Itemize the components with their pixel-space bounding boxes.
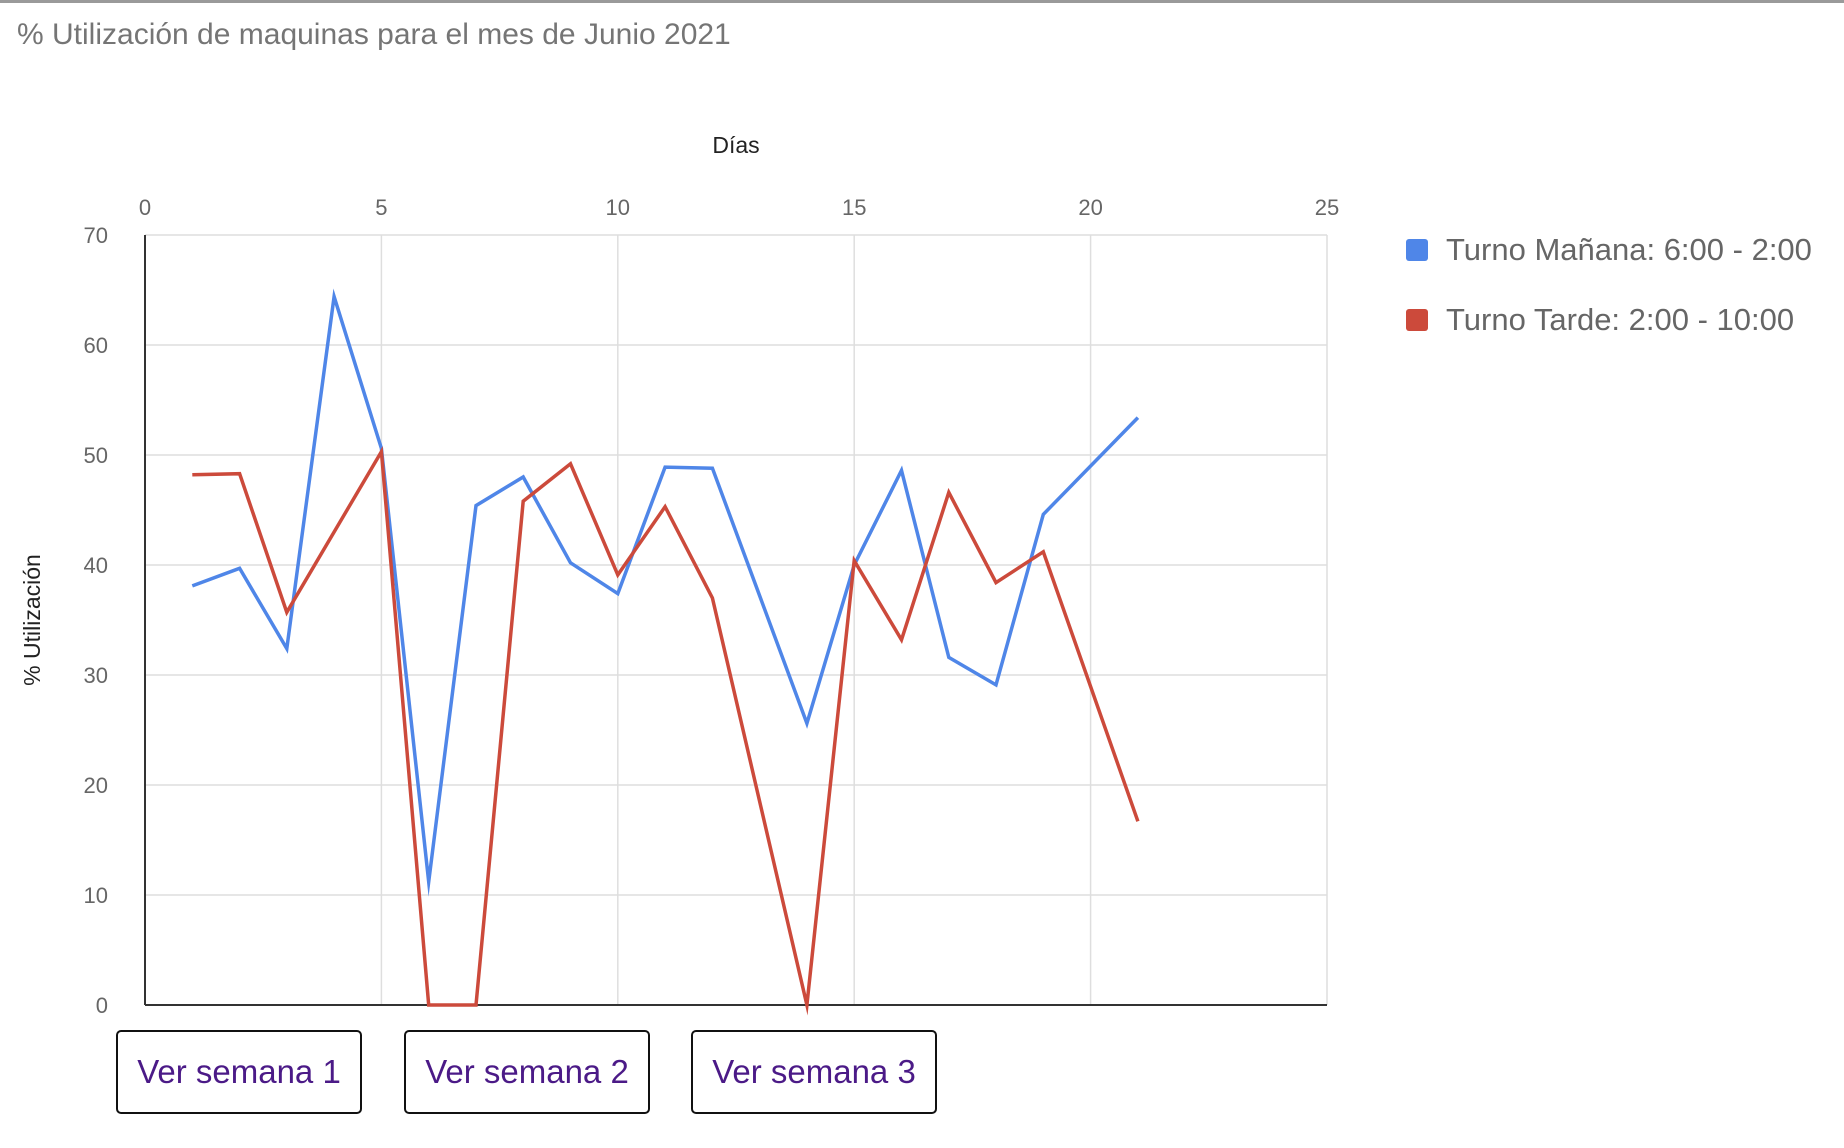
series-1-point-0 <box>188 471 196 479</box>
series-0-point-12 <box>803 719 811 727</box>
legend-label-turno-manana: Turno Mañana: 6:00 - 2:00 <box>1446 232 1812 267</box>
legend-swatch-turno-manana <box>1406 239 1428 261</box>
y-tick-label-0: 0 <box>96 993 108 1018</box>
x-tick-label-15: 15 <box>842 195 866 220</box>
series-1-point-9 <box>661 503 669 511</box>
series-1-point-6 <box>519 497 527 505</box>
series-1-point-4 <box>425 1001 433 1009</box>
legend-label-turno-tarde: Turno Tarde: 2:00 - 10:00 <box>1446 302 1795 337</box>
series-1-point-1 <box>236 470 244 478</box>
series-0-point-6 <box>472 502 480 510</box>
y-axis-title: % Utilización <box>19 554 45 686</box>
y-tick-label-50: 50 <box>84 443 108 468</box>
chart-legend: Turno Mañana: 6:00 - 2:00 Turno Tarde: 2… <box>1406 230 1812 370</box>
ver-semana-2-button[interactable]: Ver semana 2 <box>404 1030 650 1114</box>
series-line-0 <box>191 288 1140 897</box>
series-0-point-11 <box>708 464 716 472</box>
series-1-point-16 <box>1039 548 1047 556</box>
series-1-point-15 <box>992 579 1000 587</box>
series-1-point-13 <box>897 636 905 644</box>
x-axis-title: Días <box>712 132 759 158</box>
y-tick-label-30: 30 <box>84 663 108 688</box>
series-1-point-10 <box>708 594 716 602</box>
series-0-point-10 <box>661 463 669 471</box>
y-tick-label-10: 10 <box>84 883 108 908</box>
x-tick-label-25: 25 <box>1315 195 1339 220</box>
series-0-point-18 <box>1134 414 1142 422</box>
legend-item-turno-manana[interactable]: Turno Mañana: 6:00 - 2:00 <box>1406 230 1812 270</box>
x-tick-label-0: 0 <box>139 195 151 220</box>
series-1-point-14 <box>945 488 953 496</box>
x-tick-label-20: 20 <box>1078 195 1102 220</box>
legend-swatch-turno-tarde <box>1406 309 1428 331</box>
series-0-point-8 <box>567 559 575 567</box>
series-0-point-0 <box>188 582 196 590</box>
x-tick-label-10: 10 <box>606 195 630 220</box>
chart-title: % Utilización de maquinas para el mes de… <box>17 18 731 51</box>
y-tick-label-20: 20 <box>84 773 108 798</box>
ver-semana-3-button[interactable]: Ver semana 3 <box>691 1030 937 1114</box>
series-1-point-12 <box>850 557 858 565</box>
series-1-point-7 <box>567 460 575 468</box>
y-tick-label-60: 60 <box>84 333 108 358</box>
series-1-point-2 <box>283 608 291 616</box>
x-tick-label-5: 5 <box>375 195 387 220</box>
series-1-point-17 <box>1134 817 1142 825</box>
series-1-point-5 <box>472 1001 480 1009</box>
series-1-point-11 <box>803 1001 811 1009</box>
legend-item-turno-tarde[interactable]: Turno Tarde: 2:00 - 10:00 <box>1406 300 1812 340</box>
series-0-point-16 <box>992 681 1000 689</box>
series-1-point-8 <box>614 571 622 579</box>
series-0-point-17 <box>1039 510 1047 518</box>
ver-semana-1-button[interactable]: Ver semana 1 <box>116 1030 362 1114</box>
series-1-point-3 <box>377 448 385 456</box>
top-border <box>0 0 1844 3</box>
series-0-point-5 <box>425 878 433 886</box>
series-line-1 <box>192 446 1140 1016</box>
y-tick-label-40: 40 <box>84 553 108 578</box>
series-0-point-7 <box>519 473 527 481</box>
series-0-point-15 <box>945 653 953 661</box>
y-tick-label-70: 70 <box>84 223 108 248</box>
series-0-point-9 <box>614 590 622 598</box>
series-0-point-1 <box>236 564 244 572</box>
series-0-point-3 <box>330 293 338 301</box>
series-0-point-2 <box>283 645 291 653</box>
series-0-point-14 <box>897 466 905 474</box>
